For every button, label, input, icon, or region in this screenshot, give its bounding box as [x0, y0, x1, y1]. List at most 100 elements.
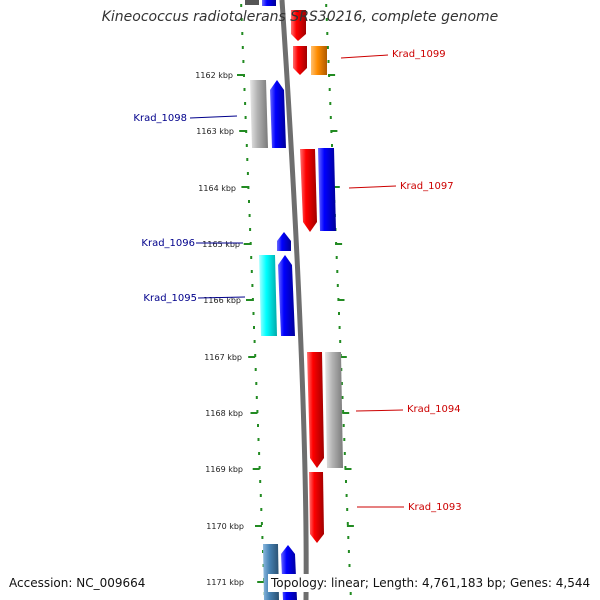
track-dot [343, 438, 346, 441]
tick-label: 1171 kbp [206, 578, 244, 587]
kbp-ticks: 1162 kbp 1163 kbp 1164 kbp 1165 kbp 1166… [195, 71, 244, 587]
gene-feature[interactable] [311, 46, 327, 75]
track-dot [336, 270, 339, 273]
track-tick [237, 74, 244, 76]
gene-label-krad-1096[interactable]: Krad_1096 [141, 238, 195, 249]
gene-label-krad-1099[interactable]: Krad_1099 [392, 49, 446, 60]
track-dot [346, 508, 349, 511]
gene-label-krad-1095[interactable]: Krad_1095 [143, 293, 197, 304]
track-dot [260, 522, 263, 525]
tick-label: 1167 kbp [204, 353, 242, 362]
gene-feature[interactable] [270, 80, 286, 148]
track-dot [258, 466, 261, 469]
gene-feature[interactable] [250, 80, 268, 148]
track-dot [343, 452, 346, 455]
track-dot [255, 382, 258, 385]
track-tick [255, 525, 262, 527]
gene-feature[interactable] [278, 255, 295, 336]
accession-text: Accession: NC_009664 [6, 574, 149, 592]
track-dot [254, 368, 257, 371]
gene-label-krad-1097[interactable]: Krad_1097 [400, 181, 454, 192]
track-dot [344, 466, 347, 469]
track-dot [242, 60, 245, 63]
track-tick [257, 581, 265, 583]
track-tick [335, 243, 343, 245]
track-dot [347, 536, 350, 539]
track-dot [335, 256, 338, 259]
track-tick [339, 356, 347, 358]
track-dot [246, 158, 249, 161]
gene-feature[interactable] [291, 10, 306, 41]
track-dot [342, 410, 345, 413]
track-dot [340, 382, 343, 385]
track-dot [250, 270, 253, 273]
tick-label: 1164 kbp [198, 184, 236, 193]
track-dot [342, 424, 345, 427]
track-dot [240, 18, 243, 21]
track-dot [248, 200, 250, 203]
track-tick [243, 243, 251, 245]
gene-feature[interactable] [309, 472, 324, 543]
track-dot [331, 144, 333, 147]
track-dot [257, 438, 260, 441]
track-dot [325, 18, 328, 21]
track-dot [249, 228, 252, 231]
track-dot [252, 312, 255, 315]
genome-summary: Topology: linear; Length: 4,761,183 bp; … [268, 574, 594, 592]
gene-feature[interactable] [307, 352, 324, 468]
gene-label-krad-1094[interactable]: Krad_1094 [407, 404, 461, 415]
track-tick [246, 299, 253, 301]
gene-feature[interactable] [325, 352, 343, 468]
track-dot [336, 284, 339, 287]
gene-features [245, 0, 343, 600]
track-tick [346, 525, 354, 527]
leader-lines [189, 54, 404, 508]
tick-label: 1163 kbp [196, 127, 234, 136]
track-tick [332, 186, 340, 188]
track-dot [329, 102, 332, 105]
track-dot [241, 46, 244, 49]
track-dot [261, 536, 264, 539]
tick-label: 1162 kbp [195, 71, 233, 80]
track-dot [244, 102, 247, 105]
track-dot [251, 284, 254, 287]
track-dot [260, 508, 263, 511]
track-dot [349, 592, 352, 595]
tick-label: 1166 kbp [203, 296, 241, 305]
track-dot [345, 480, 347, 483]
tick-label: 1170 kbp [206, 522, 244, 531]
track-tick [337, 299, 345, 301]
track-dot [341, 396, 344, 399]
tick-label: 1169 kbp [205, 465, 243, 474]
track-dot [339, 340, 342, 343]
track-dot [325, 4, 328, 7]
track-tick [241, 186, 249, 188]
track-dot [253, 340, 256, 343]
track-dot [328, 88, 331, 91]
track-dot [338, 326, 341, 329]
gene-feature[interactable] [259, 255, 277, 336]
gene-feature[interactable] [318, 148, 336, 231]
gene-feature[interactable] [262, 0, 276, 6]
gene-feature[interactable] [293, 46, 307, 75]
gene-feature[interactable] [245, 0, 259, 5]
track-dot [326, 46, 329, 49]
track-dot [257, 424, 259, 427]
track-dot [329, 116, 332, 119]
track-dot [259, 494, 262, 497]
gene-label-krad-1098[interactable]: Krad_1098 [133, 113, 187, 124]
gene-feature[interactable] [277, 232, 291, 251]
track-tick [250, 412, 258, 414]
track-dot [258, 452, 261, 455]
track-tick [252, 468, 260, 470]
track-dot [348, 564, 351, 567]
track-dot [345, 494, 348, 497]
track-dot [326, 32, 329, 35]
track-dot [241, 32, 244, 35]
track-tick [248, 356, 256, 358]
gene-label-krad-1093[interactable]: Krad_1093 [408, 502, 462, 513]
track-dot [248, 214, 251, 217]
gene-feature[interactable] [300, 149, 317, 232]
track-dot [253, 326, 255, 329]
tick-label: 1165 kbp [202, 240, 240, 249]
